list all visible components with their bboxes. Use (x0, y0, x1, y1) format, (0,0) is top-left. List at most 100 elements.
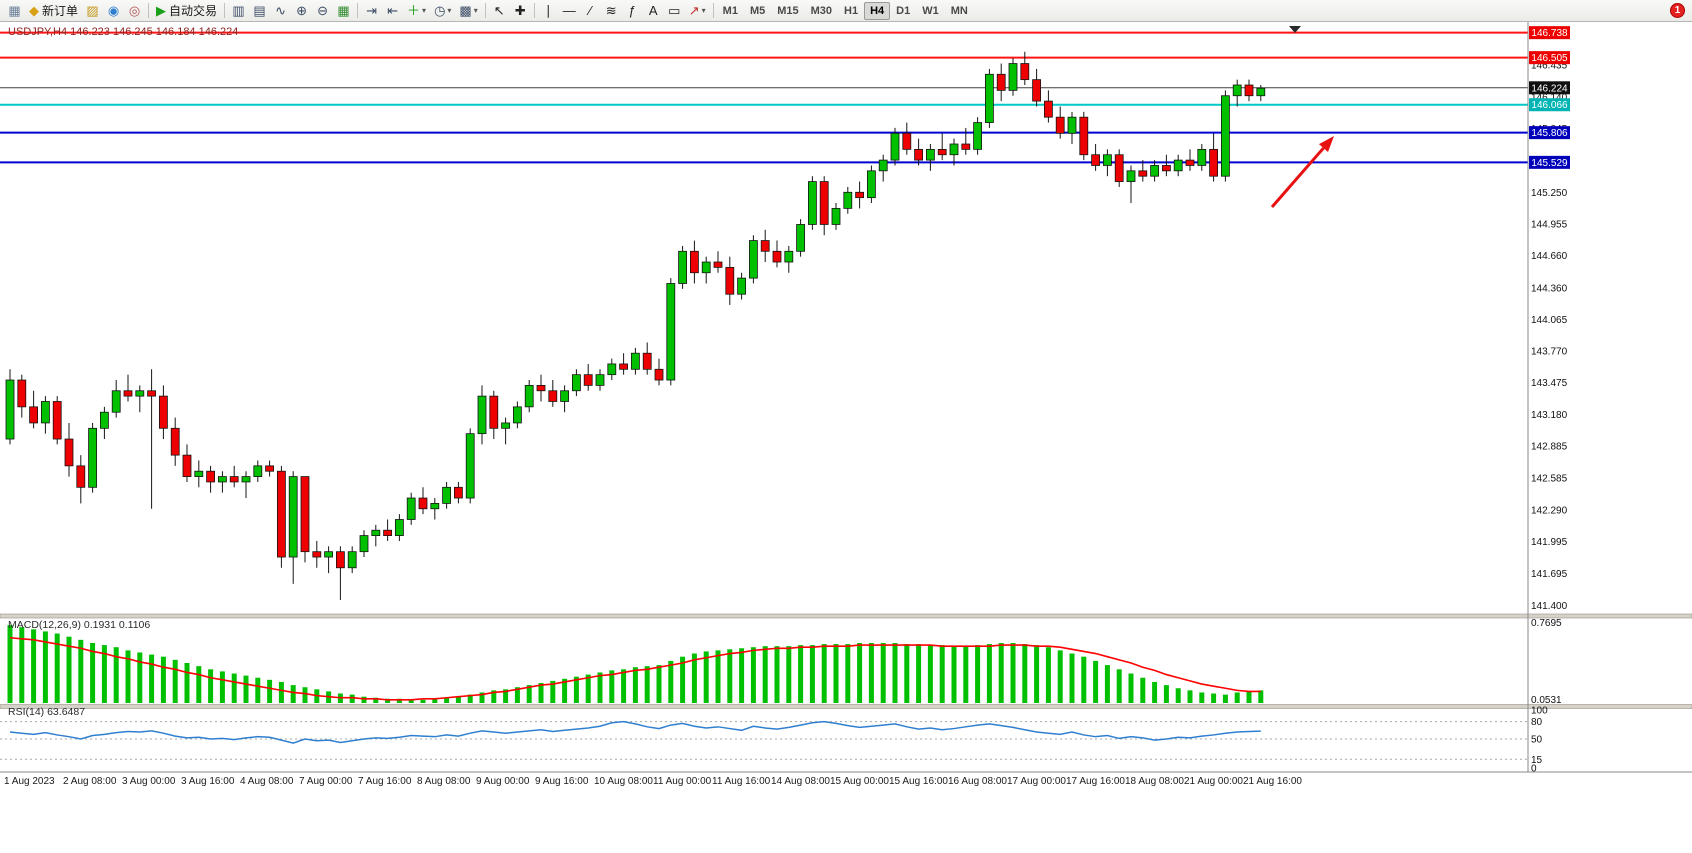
candle-body (949, 143, 959, 156)
timeframe-m5-button[interactable]: M5 (749, 4, 766, 17)
support-icon[interactable]: ◎ (124, 1, 145, 21)
candle-body (926, 148, 935, 161)
macd-histogram-bar (444, 697, 450, 703)
candle-body (678, 250, 687, 284)
candle-body (690, 250, 699, 274)
autotrading-button[interactable]: ▶ 自动交易 (152, 1, 221, 21)
candles-layer (5, 51, 1266, 600)
candle-body (1067, 116, 1077, 134)
crosshair-icon[interactable]: ✚ (510, 1, 531, 21)
indicators-button[interactable]: ＋ ▾ (403, 1, 430, 21)
timeframe-h4-button[interactable]: H4 (864, 1, 891, 20)
candle-body (194, 470, 204, 477)
time-label: 11 Aug 00:00 (653, 776, 712, 787)
candle-body (123, 390, 133, 397)
candle-body (595, 374, 605, 386)
rsi-axis-label: 80 (1531, 717, 1543, 728)
candle-body (1232, 84, 1242, 97)
macd-histogram-bar (1152, 681, 1158, 703)
time-label: 9 Aug 16:00 (535, 776, 589, 787)
chart-shift-icon[interactable]: ⇤ (382, 1, 403, 21)
new-order-button[interactable]: ◆ 新订单 (25, 1, 82, 21)
candle-body (749, 240, 758, 279)
toolbox-icon[interactable]: ▨ (82, 1, 103, 21)
text-label-icon[interactable]: ▭ (664, 1, 685, 21)
price-tick-label: 143.770 (1531, 347, 1568, 358)
timeframe-d1-button[interactable]: D1 (896, 4, 911, 17)
trend-arrow[interactable] (1270, 147, 1325, 208)
timeframe-w1-button[interactable]: W1 (922, 4, 939, 17)
candle-body (819, 181, 829, 225)
vertical-line-icon[interactable]: ∣ (538, 1, 559, 21)
templates-button[interactable]: ▩ ▾ (455, 1, 481, 21)
splitter-macd-rsi[interactable] (0, 704, 1692, 709)
community-icon[interactable]: ◉ (103, 1, 124, 21)
timeframe-m1-button[interactable]: M1 (722, 4, 738, 17)
macd-histogram-bar (7, 625, 13, 703)
macd-histogram-bar (42, 631, 48, 703)
candle-body (442, 486, 452, 504)
price-tick-label: 142.290 (1531, 505, 1568, 516)
zoom-in-icon[interactable]: ⊕ (291, 1, 312, 21)
macd-histogram-bar (113, 647, 119, 703)
rsi-axis-label: 15 (1531, 755, 1543, 766)
zoom-out-icon[interactable]: ⊖ (312, 1, 333, 21)
macd-histogram-bar (78, 639, 84, 703)
trendline-icon[interactable]: ∕ (580, 1, 601, 21)
new-order-glyph: ◆ (29, 3, 39, 18)
arrows-button[interactable]: ↗ ▾ (685, 1, 710, 21)
toolbar-separator (148, 3, 150, 18)
macd-histogram-bar (986, 644, 992, 703)
fibonacci-icon[interactable]: ƒ (622, 1, 643, 21)
cursor-icon-glyph: ↖ (493, 3, 505, 18)
candle-body (855, 191, 864, 199)
macd-histogram-bar (1069, 653, 1075, 703)
timeframe-m30-button[interactable]: M30 (810, 4, 833, 17)
ohlc-header: USDJPY,H4 146.223 146.245 146.184 146.22… (8, 26, 238, 38)
chart-svg[interactable]: 146.435146.140145.845145.550145.250144.9… (0, 22, 1692, 853)
candle-body (359, 535, 369, 553)
cursor-icon[interactable]: ↖ (489, 1, 510, 21)
equidistant-channel-icon[interactable]: ≋ (601, 1, 622, 21)
candlestick-chart-icon[interactable]: ▤ (249, 1, 270, 21)
rsi-label: RSI(14) 63.6487 (8, 706, 85, 718)
macd-histogram-bar (349, 694, 355, 703)
bar-chart-icon[interactable]: ▥ (228, 1, 249, 21)
auto-scroll-icon[interactable]: ⇥ (361, 1, 382, 21)
candle-body (985, 73, 994, 123)
time-label: 4 Aug 08:00 (240, 776, 294, 787)
candle-body (41, 401, 50, 424)
line-chart-icon[interactable]: ∿ (270, 1, 291, 21)
timeframe-h1-button[interactable]: H1 (844, 4, 859, 17)
candle-body (583, 374, 593, 386)
text-icon[interactable]: A (643, 1, 664, 21)
chart-background (0, 22, 1692, 853)
candle-body (1221, 95, 1230, 177)
time-label: 16 Aug 08:00 (948, 776, 1007, 787)
splitter-main-macd[interactable] (0, 613, 1692, 619)
macd-histogram-bar (1175, 688, 1181, 703)
candle-body (1044, 100, 1053, 118)
horizontal-line-icon[interactable]: — (559, 1, 580, 21)
macd-histogram-bar (90, 643, 96, 703)
price-tick-label: 141.695 (1531, 569, 1568, 580)
candle-body (1197, 148, 1207, 166)
macd-histogram-bar (1081, 656, 1087, 703)
timeframe-mn-button[interactable]: MN (950, 4, 968, 17)
price-tick-label: 142.885 (1531, 442, 1568, 453)
candle-body (1020, 63, 1030, 81)
macd-histogram-bar (1246, 691, 1252, 703)
periods-button[interactable]: ◷ ▾ (430, 1, 455, 21)
chart-window-icon[interactable]: ▦ (4, 1, 25, 21)
macd-histogram-bar (892, 643, 898, 703)
support-line-cyan-badge (1529, 98, 1570, 112)
macd-histogram-bar (1093, 660, 1099, 703)
tile-windows-icon[interactable]: ▦ (333, 1, 354, 21)
notification-badge[interactable]: 1 (1670, 3, 1685, 18)
support-line-blue-1-badge-label: 145.806 (1531, 128, 1568, 139)
timeframe-m15-button[interactable]: M15 (777, 4, 799, 17)
candle-body (772, 250, 782, 263)
time-label: 2 Aug 08:00 (63, 776, 117, 787)
current-price-badge (1529, 81, 1570, 95)
